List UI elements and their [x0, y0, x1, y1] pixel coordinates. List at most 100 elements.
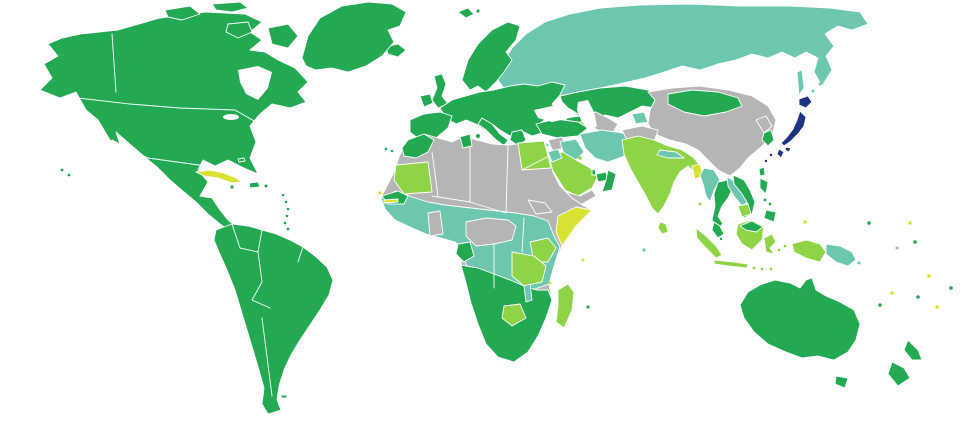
great-lakes	[223, 114, 239, 120]
us-mexico-border	[111, 139, 207, 167]
region-eritrea	[527, 199, 553, 215]
region-hawaii-2	[67, 173, 71, 177]
region-svalbard-2	[476, 9, 480, 13]
region-sakhalin	[796, 69, 805, 96]
region-morocco	[401, 133, 435, 159]
region-canary-1	[384, 147, 388, 151]
region-okinawa-2	[764, 159, 768, 163]
region-somalia	[555, 206, 593, 247]
region-arctic-1	[164, 5, 201, 21]
region-malay-peninsula	[711, 221, 725, 239]
region-tanzania	[511, 251, 547, 287]
region-kiribati-phoenix	[913, 240, 917, 244]
region-nauru	[895, 246, 899, 250]
region-japan-hokkaido	[798, 95, 813, 109]
caspian-sea	[577, 100, 597, 132]
region-marshall-islands	[867, 221, 871, 225]
region-tunisia	[459, 133, 473, 149]
region-russia	[497, 3, 869, 117]
region-oman	[601, 169, 617, 193]
region-seychelles	[581, 258, 585, 262]
region-sumatra	[695, 227, 723, 259]
region-japan-honshu	[780, 110, 807, 147]
region-singapore	[719, 237, 723, 241]
region-madagascar	[555, 283, 575, 329]
region-tonga	[935, 305, 939, 309]
region-tasmania	[834, 375, 849, 389]
region-gabon	[455, 241, 475, 263]
region-mauritius	[586, 305, 590, 309]
region-cuba	[195, 169, 243, 184]
region-bahamas-1	[237, 157, 246, 163]
region-nepal	[656, 149, 685, 159]
region-vietnam	[732, 174, 756, 219]
region-taiwan	[758, 166, 766, 177]
region-south-korea	[761, 129, 775, 147]
region-japan-shikoku	[784, 146, 792, 153]
region-papua-new-guinea	[825, 243, 857, 267]
region-solomon-1	[850, 256, 854, 260]
region-south-america	[213, 223, 334, 415]
region-tajikistan	[631, 111, 649, 125]
region-antilles-4	[285, 214, 289, 218]
region-cameroon-car	[465, 217, 517, 247]
region-mongolia	[667, 89, 743, 117]
region-kuril-1	[811, 89, 815, 93]
region-hawaii-1	[60, 168, 64, 172]
region-philippines-mindanao	[763, 209, 777, 223]
region-trinidad	[286, 227, 290, 231]
south-america-borders	[231, 223, 304, 397]
region-saudi-arabia	[548, 151, 599, 197]
region-north-america	[39, 11, 309, 233]
alaska-border	[111, 33, 117, 93]
region-iceland	[385, 43, 407, 58]
region-sulawesi	[763, 233, 777, 255]
region-lesser-sunda-3	[769, 267, 773, 271]
region-greenland	[301, 1, 407, 73]
region-iberia	[409, 111, 453, 141]
region-sardinia	[476, 134, 480, 138]
region-svalbard-1	[457, 7, 475, 19]
region-lesser-sunda-2	[760, 267, 764, 271]
region-antilles-2	[284, 200, 288, 204]
region-antilles-3	[286, 207, 290, 211]
region-scandinavia	[461, 21, 521, 93]
region-kiribati-gilbert	[908, 221, 912, 225]
region-malaysia-borneo	[739, 220, 764, 233]
region-jamaica	[230, 185, 234, 189]
region-palau	[803, 220, 807, 224]
region-sri-lanka	[657, 221, 669, 235]
region-japan-kyushu	[776, 148, 785, 159]
region-australia	[739, 277, 861, 361]
region-andaman	[698, 202, 702, 206]
region-falkland	[280, 394, 288, 399]
region-philippines-luzon	[759, 177, 769, 195]
region-solomon-2	[857, 261, 861, 265]
region-malawi	[523, 283, 533, 303]
region-moluccas-2	[783, 244, 787, 248]
region-philippines-visayas-1	[763, 198, 767, 202]
region-fiji	[916, 295, 920, 299]
region-samoa	[949, 286, 953, 290]
region-kuril-2	[818, 82, 822, 86]
us-canada-border	[77, 97, 257, 123]
region-arctic-4	[267, 23, 299, 49]
region-antilles-1	[281, 193, 285, 197]
region-qatar	[591, 168, 597, 176]
region-new-zealand-south	[887, 361, 911, 387]
region-maldives	[642, 248, 646, 252]
region-new-guinea-west	[791, 239, 827, 263]
black-sea	[534, 106, 570, 122]
region-okinawa-1	[769, 153, 773, 157]
region-comoros	[548, 281, 552, 285]
region-lesser-sunda-1	[752, 266, 756, 270]
region-arctic-3	[225, 21, 253, 39]
region-vanuatu	[890, 291, 894, 295]
region-north-korea	[755, 115, 773, 134]
region-myanmar	[699, 167, 721, 203]
region-mauritania	[393, 161, 433, 195]
region-antilles-5	[283, 221, 287, 225]
region-new-caledonia	[878, 303, 882, 307]
region-tuvalu	[927, 274, 931, 278]
